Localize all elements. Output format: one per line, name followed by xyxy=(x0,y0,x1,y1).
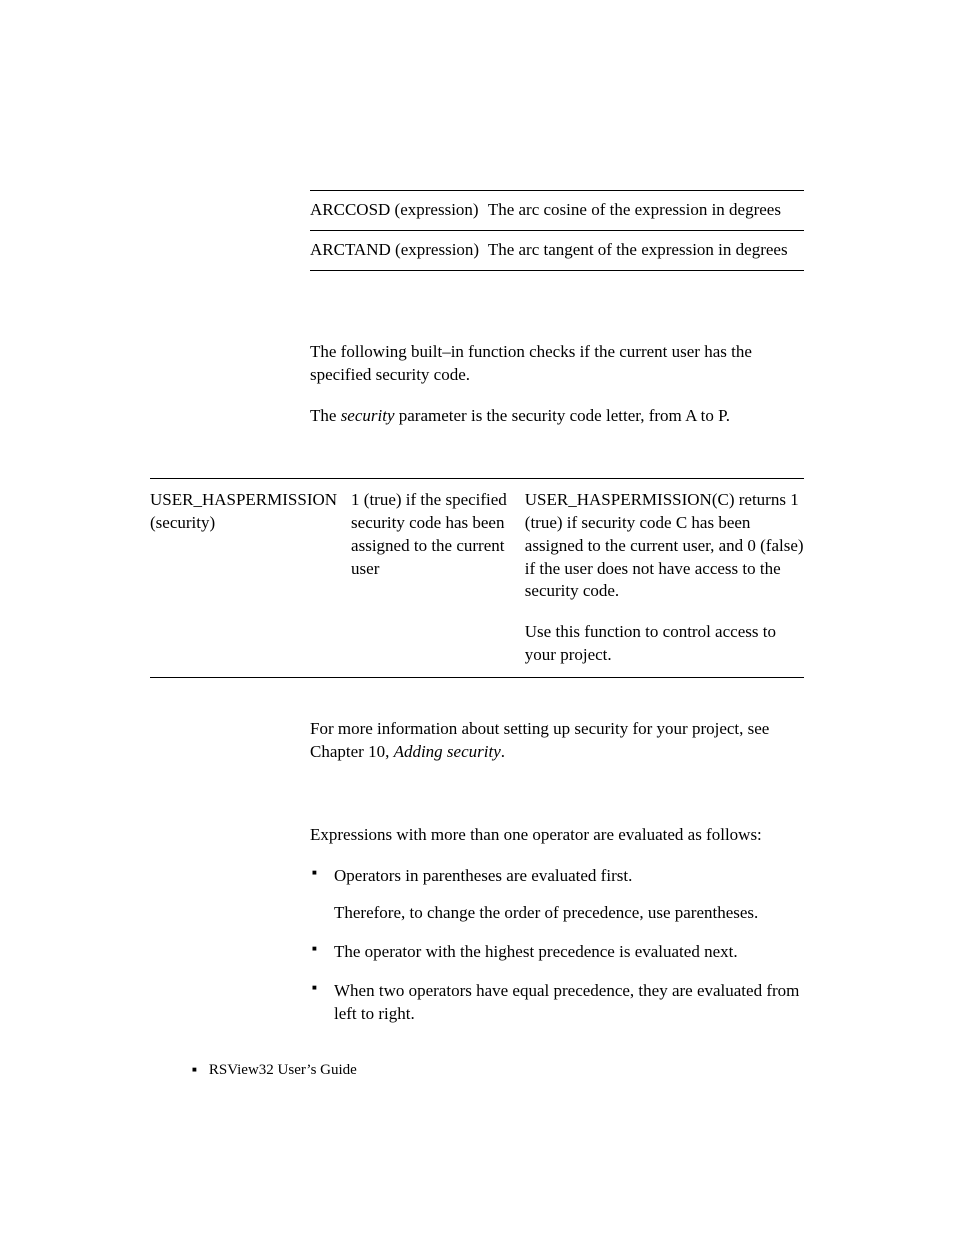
permission-table: USER_HASPERMISSION (security) 1 (true) i… xyxy=(150,478,804,679)
func-desc: The arc tangent of the expression in deg… xyxy=(488,230,804,270)
table-row: USER_HASPERMISSION (security) 1 (true) i… xyxy=(150,478,804,678)
list-item: The operator with the highest precedence… xyxy=(310,941,804,964)
list-item: Operators in parentheses are evaluated f… xyxy=(310,865,804,925)
eval-intro: Expressions with more than one operator … xyxy=(310,824,804,847)
page-content: ARCCOSD (expression) The arc cosine of t… xyxy=(0,0,954,1026)
perm-func: USER_HASPERMISSION (security) xyxy=(150,478,351,678)
page-footer: ■ RSView32 User’s Guide xyxy=(192,1060,357,1080)
bullet-main: Operators in parentheses are evaluated f… xyxy=(334,866,632,885)
security-italic: security xyxy=(341,406,395,425)
perm-example: USER_HASPERMISSION(C) returns 1 (true) i… xyxy=(525,478,804,678)
list-item: When two operators have equal precedence… xyxy=(310,980,804,1026)
footer-text: RSView32 User’s Guide xyxy=(209,1062,357,1078)
func-name: ARCCOSD (expression) xyxy=(310,191,488,231)
security-param-para: The security parameter is the security c… xyxy=(310,405,804,428)
perm-example-p1: USER_HASPERMISSION(C) returns 1 (true) i… xyxy=(525,489,804,604)
footer-bullet-icon: ■ xyxy=(192,1065,197,1076)
see-chapter-para: For more information about setting up se… xyxy=(310,718,804,764)
table-row: ARCCOSD (expression) The arc cosine of t… xyxy=(310,191,804,231)
permission-table-wrap: USER_HASPERMISSION (security) 1 (true) i… xyxy=(150,478,804,679)
text-fragment: parameter is the security code letter, f… xyxy=(395,406,730,425)
func-name: ARCTAND (expression) xyxy=(310,230,488,270)
main-column: ARCCOSD (expression) The arc cosine of t… xyxy=(310,190,804,1026)
security-intro-para: The following built–in function checks i… xyxy=(310,341,804,387)
perm-returns: 1 (true) if the specified security code … xyxy=(351,478,525,678)
evaluation-section: Expressions with more than one operator … xyxy=(310,824,804,1026)
bullet-sub: Therefore, to change the order of preced… xyxy=(334,902,804,925)
arc-functions-table: ARCCOSD (expression) The arc cosine of t… xyxy=(310,190,804,271)
bullet-main: When two operators have equal precedence… xyxy=(334,981,799,1023)
adding-security-italic: Adding security xyxy=(394,742,501,761)
table-row: ARCTAND (expression) The arc tangent of … xyxy=(310,230,804,270)
func-desc: The arc cosine of the expression in degr… xyxy=(488,191,804,231)
text-fragment: . xyxy=(501,742,505,761)
bullet-main: The operator with the highest precedence… xyxy=(334,942,738,961)
text-fragment: For more information about setting up se… xyxy=(310,719,769,761)
eval-bullets: Operators in parentheses are evaluated f… xyxy=(310,865,804,1026)
text-fragment: The xyxy=(310,406,341,425)
perm-example-p2: Use this function to control access to y… xyxy=(525,621,804,667)
